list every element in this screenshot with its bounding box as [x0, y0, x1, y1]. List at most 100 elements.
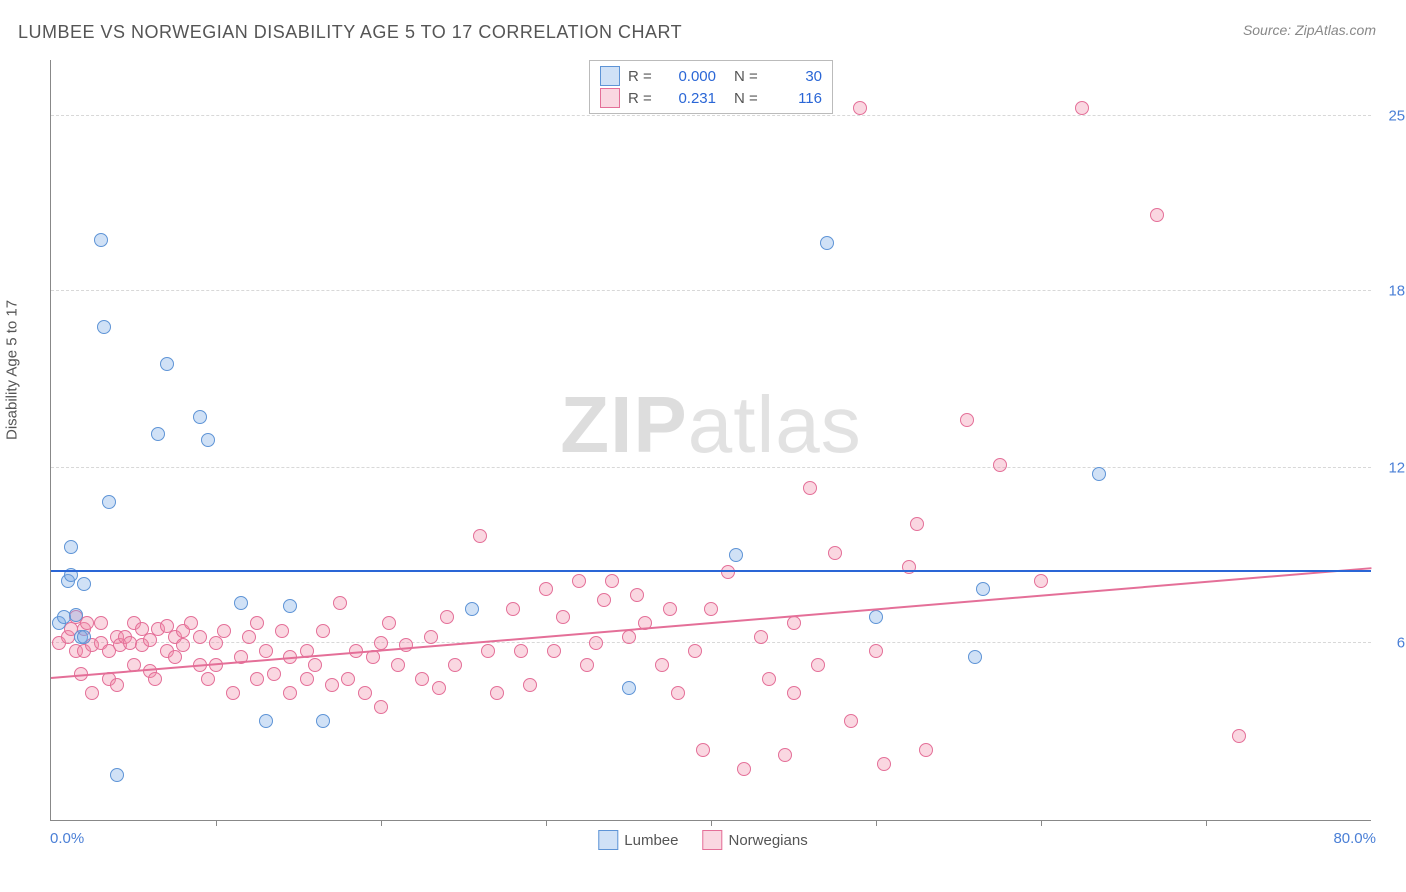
- data-point: [605, 574, 619, 588]
- legend-n-value: 116: [770, 90, 822, 107]
- data-point: [193, 630, 207, 644]
- data-point: [440, 610, 454, 624]
- x-axis-max-label: 80.0%: [1333, 830, 1376, 847]
- data-point: [1232, 729, 1246, 743]
- y-tick-label: 12.5%: [1381, 460, 1406, 477]
- data-point: [250, 672, 264, 686]
- legend-swatch: [600, 66, 620, 86]
- watermark-bold: ZIP: [560, 380, 687, 469]
- data-point: [184, 616, 198, 630]
- data-point: [259, 714, 273, 728]
- data-point: [283, 599, 297, 613]
- trend-line: [51, 570, 1371, 572]
- legend-n-value: 30: [770, 68, 822, 85]
- data-point: [622, 681, 636, 695]
- data-point: [663, 602, 677, 616]
- data-point: [432, 681, 446, 695]
- legend-swatch: [598, 830, 618, 850]
- data-point: [234, 596, 248, 610]
- data-point: [828, 546, 842, 560]
- data-point: [110, 768, 124, 782]
- data-point: [589, 636, 603, 650]
- data-point: [729, 548, 743, 562]
- data-point: [382, 616, 396, 630]
- x-tick: [1206, 820, 1207, 826]
- legend-r-label: R =: [628, 90, 656, 107]
- data-point: [630, 588, 644, 602]
- data-point: [993, 458, 1007, 472]
- data-point: [473, 529, 487, 543]
- data-point: [399, 638, 413, 652]
- y-axis-label: Disability Age 5 to 17: [4, 300, 21, 440]
- data-point: [242, 630, 256, 644]
- data-point: [671, 686, 685, 700]
- data-point: [94, 616, 108, 630]
- data-point: [778, 748, 792, 762]
- data-point: [415, 672, 429, 686]
- data-point: [754, 630, 768, 644]
- data-point: [316, 624, 330, 638]
- data-point: [523, 678, 537, 692]
- gridline: [51, 290, 1371, 291]
- data-point: [160, 357, 174, 371]
- data-point: [64, 540, 78, 554]
- data-point: [655, 658, 669, 672]
- data-point: [1092, 467, 1106, 481]
- data-point: [102, 495, 116, 509]
- data-point: [597, 593, 611, 607]
- data-point: [481, 644, 495, 658]
- data-point: [688, 644, 702, 658]
- x-tick: [381, 820, 382, 826]
- legend-series-label: Norwegians: [729, 832, 808, 849]
- data-point: [704, 602, 718, 616]
- data-point: [737, 762, 751, 776]
- legend-r-value: 0.231: [664, 90, 716, 107]
- data-point: [97, 320, 111, 334]
- data-point: [853, 101, 867, 115]
- data-point: [374, 636, 388, 650]
- x-axis-min-label: 0.0%: [50, 830, 84, 847]
- data-point: [869, 644, 883, 658]
- data-point: [696, 743, 710, 757]
- legend-series-item: Lumbee: [598, 830, 678, 850]
- data-point: [77, 630, 91, 644]
- data-point: [465, 602, 479, 616]
- data-point: [333, 596, 347, 610]
- data-point: [787, 686, 801, 700]
- data-point: [448, 658, 462, 672]
- data-point: [176, 638, 190, 652]
- data-point: [94, 233, 108, 247]
- data-point: [811, 658, 825, 672]
- x-tick: [216, 820, 217, 826]
- watermark: ZIPatlas: [560, 379, 861, 471]
- data-point: [148, 672, 162, 686]
- data-point: [300, 672, 314, 686]
- legend-series-item: Norwegians: [703, 830, 808, 850]
- x-tick: [1041, 820, 1042, 826]
- data-point: [1034, 574, 1048, 588]
- data-point: [506, 602, 520, 616]
- data-point: [580, 658, 594, 672]
- data-point: [69, 608, 83, 622]
- data-point: [275, 624, 289, 638]
- data-point: [283, 686, 297, 700]
- legend-r-value: 0.000: [664, 68, 716, 85]
- data-point: [341, 672, 355, 686]
- x-tick: [711, 820, 712, 826]
- data-point: [762, 672, 776, 686]
- data-point: [556, 610, 570, 624]
- data-point: [110, 678, 124, 692]
- data-point: [572, 574, 586, 588]
- chart-title: LUMBEE VS NORWEGIAN DISABILITY AGE 5 TO …: [18, 22, 682, 43]
- trend-line: [51, 567, 1371, 679]
- data-point: [259, 644, 273, 658]
- data-point: [77, 577, 91, 591]
- legend-series: Lumbee Norwegians: [598, 830, 807, 850]
- data-point: [316, 714, 330, 728]
- data-point: [877, 757, 891, 771]
- data-point: [919, 743, 933, 757]
- data-point: [910, 517, 924, 531]
- data-point: [1150, 208, 1164, 222]
- data-point: [968, 650, 982, 664]
- gridline: [51, 467, 1371, 468]
